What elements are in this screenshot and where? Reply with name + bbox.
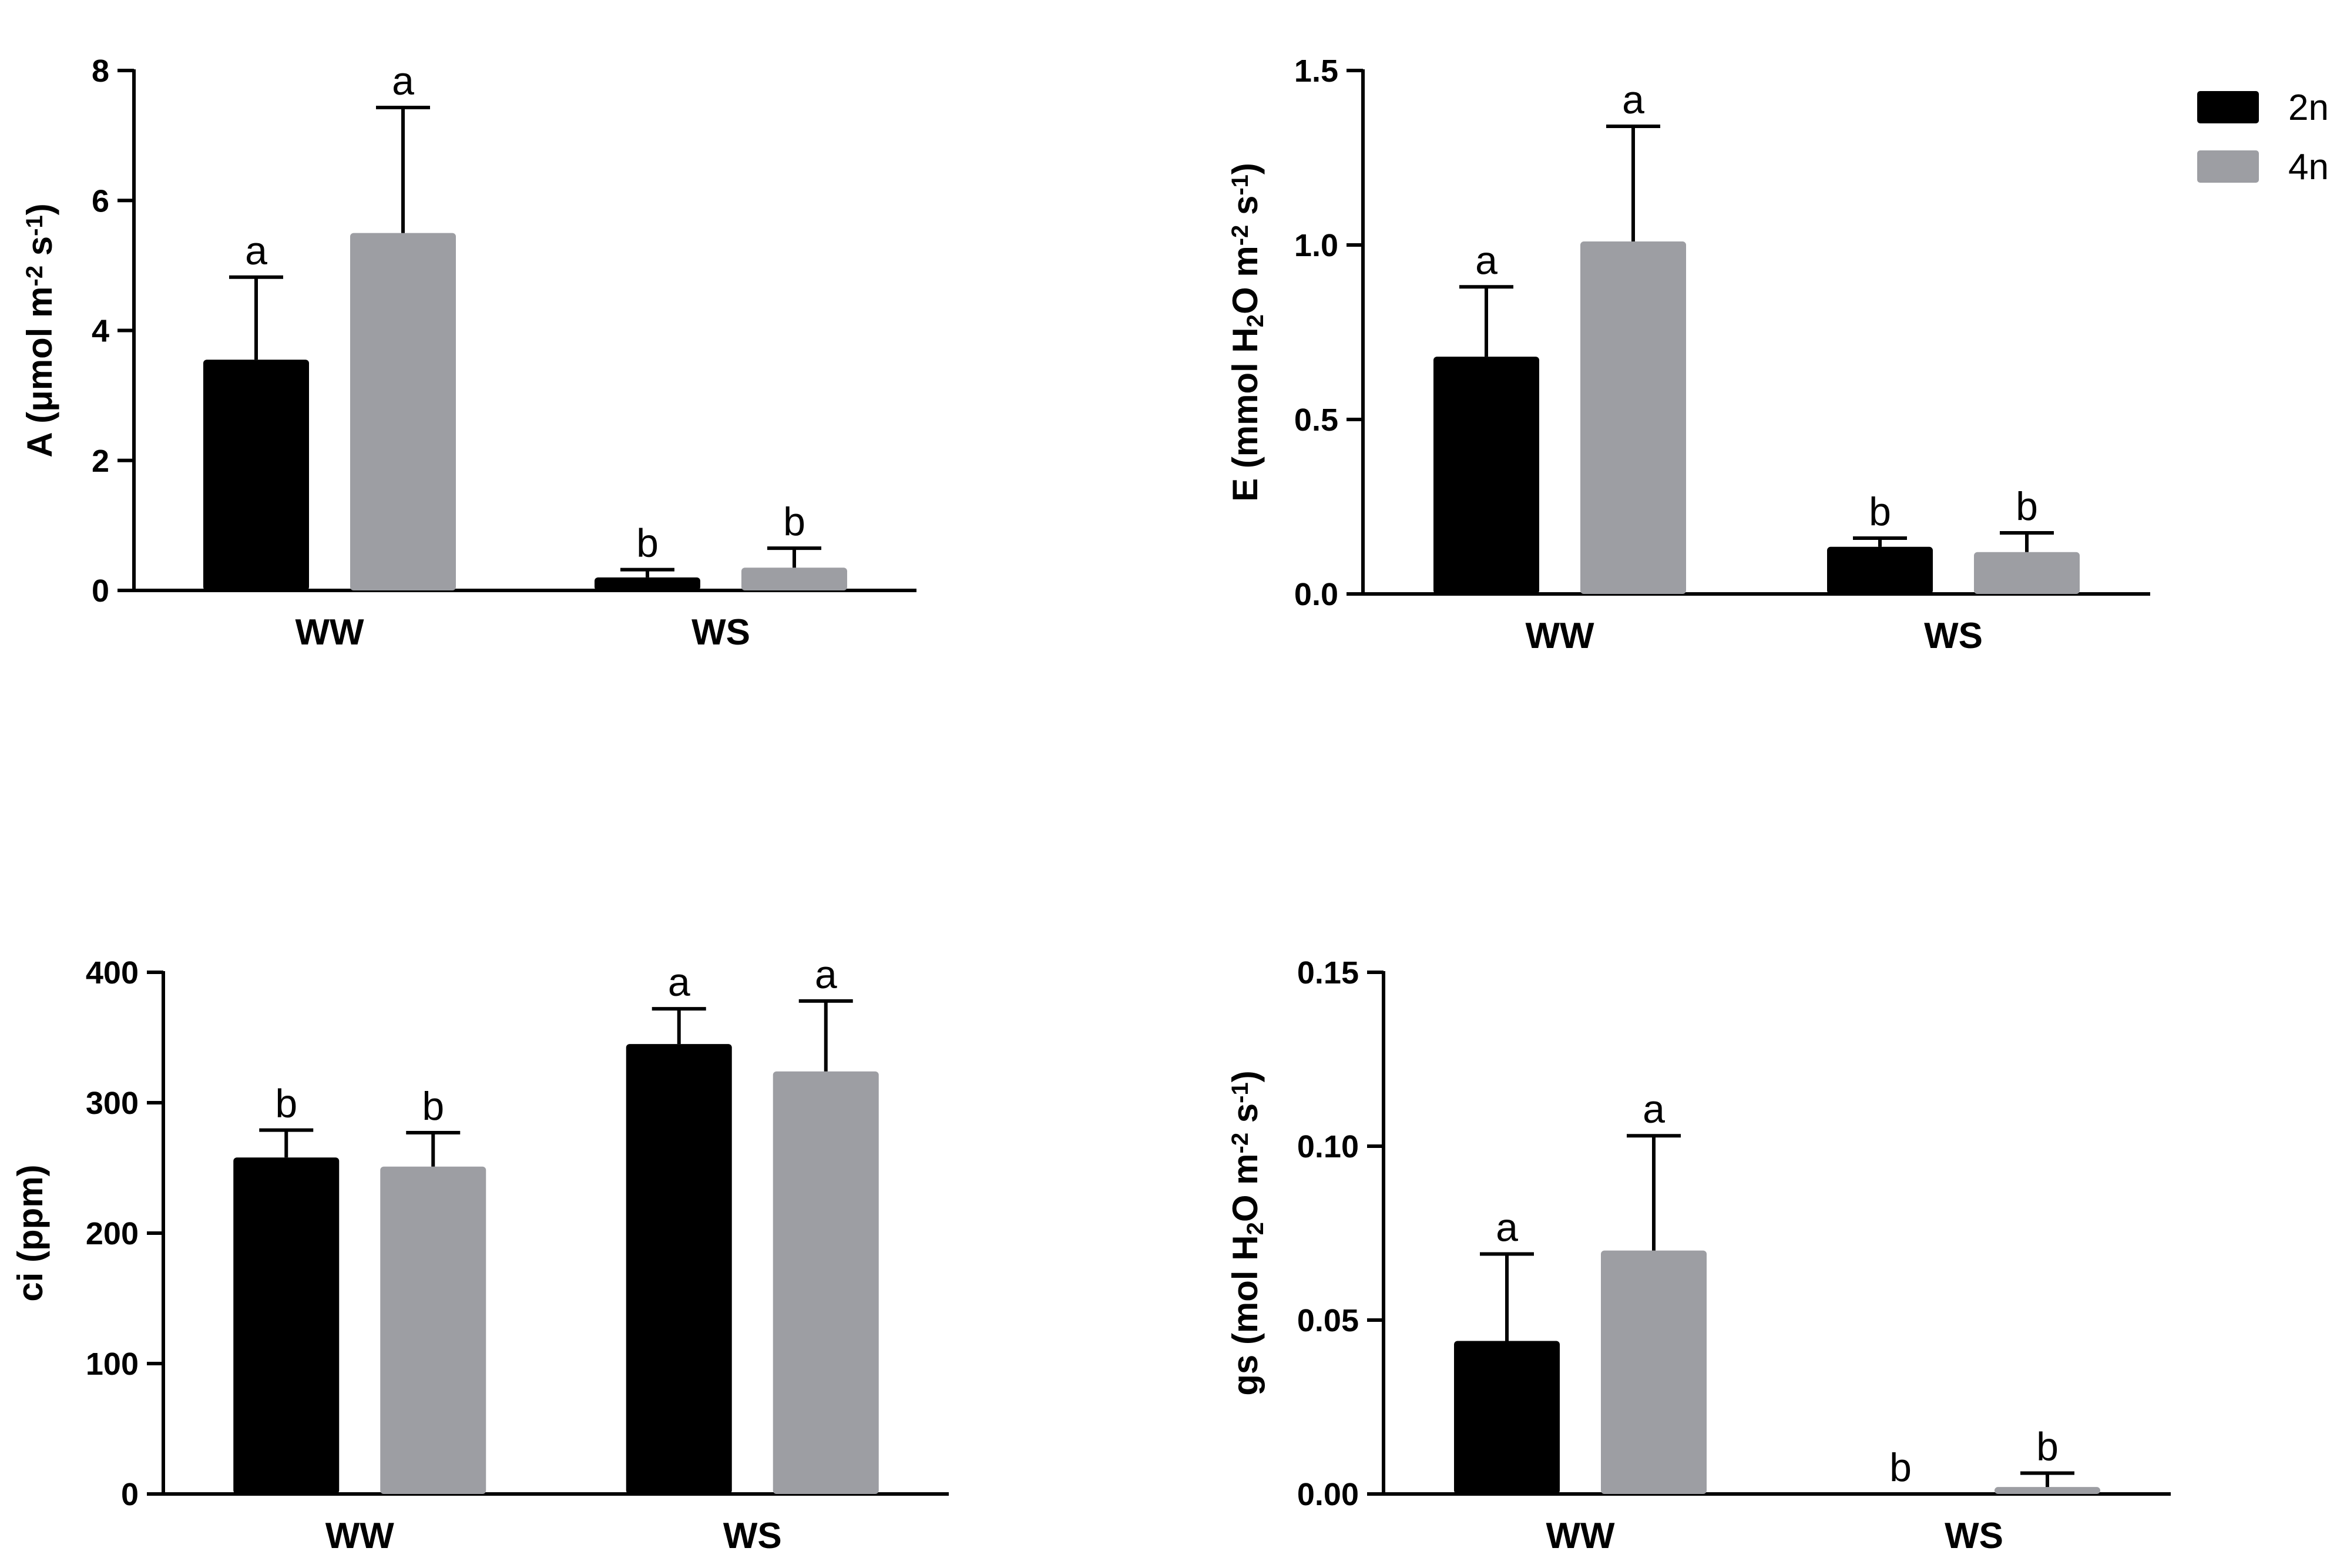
bar-2n-WS [626, 1044, 732, 1494]
panel-stomatal-conductance: 0.00 0.05 0.10 0.15 gs (mol H2O m-2 s-1) a a WW… [1225, 955, 2171, 1556]
y-tick-label: 0.5 [1294, 402, 1338, 438]
bar-4n-WW [1601, 1250, 1707, 1494]
sig-letter-4n-WW: b [422, 1084, 444, 1129]
bar-2n-WW [1454, 1341, 1560, 1494]
y-tick-label: 200 [86, 1216, 139, 1251]
sig-letter-4n-WS: b [2016, 484, 2038, 529]
y-tick-label: 1.0 [1294, 228, 1338, 263]
y-tick-label: 4 [92, 314, 109, 349]
y-tick-label: 1.5 [1294, 53, 1338, 89]
bar-4n-WW [1580, 241, 1686, 594]
panel-transpiration: 0.0 0.5 1.0 1.5 E (mmol H2O m-2 s-1) a a WW b b WS [1225, 53, 2150, 656]
panel-intercellular-co2: 0 100 200 300 400 ci (ppm) b b WW a a WS [11, 952, 949, 1556]
sig-letter-4n-WS: b [2036, 1424, 2059, 1469]
sig-letter-2n-WS: a [668, 960, 690, 1005]
sig-letter-4n-WW: a [1643, 1087, 1665, 1131]
y-tick-label: 0.05 [1297, 1303, 1359, 1338]
bar-4n-WW [350, 233, 456, 590]
x-tick-label-WW: WW [1525, 616, 1594, 656]
y-tick-label: 300 [86, 1086, 139, 1121]
y-tick-label: 0.10 [1297, 1129, 1359, 1164]
legend-label-4n: 4n [2288, 147, 2329, 187]
x-tick-label-WS: WS [1924, 616, 1983, 656]
y-axis-title: gs (mol H2O m-2 s-1) [1225, 1070, 1268, 1395]
legend-swatch-4n [2197, 150, 2259, 183]
bar-4n-WS [1995, 1487, 2100, 1494]
bar-2n-WW [1433, 357, 1539, 594]
sig-letter-4n-WW: a [1622, 78, 1644, 122]
bar-4n-WS [1974, 552, 2080, 594]
y-axis-title: A (μmol m-2 s-1) [20, 203, 59, 457]
x-tick-label-WS: WS [691, 612, 750, 653]
legend-swatch-2n [2197, 91, 2259, 123]
panel-net-photosynthesis: 0 2 4 6 8 A (μmol m-2 s-1) a a WW b b WS [20, 53, 916, 653]
sig-letter-2n-WW: b [275, 1082, 297, 1126]
legend-label-2n: 2n [2288, 88, 2329, 128]
sig-letter-2n-WW: a [245, 229, 267, 273]
bar-2n-WS [595, 577, 700, 590]
sig-letter-2n-WW: a [1475, 238, 1497, 283]
y-tick-label: 0.00 [1297, 1477, 1359, 1512]
y-tick-label: 0 [121, 1477, 139, 1512]
sig-letter-4n-WW: a [392, 59, 414, 103]
y-tick-label: 2 [92, 444, 109, 479]
y-tick-label: 0.0 [1294, 577, 1338, 612]
sig-letter-2n-WW: a [1496, 1206, 1518, 1250]
sig-letter-2n-WS: b [636, 521, 659, 566]
x-tick-label-WS: WS [723, 1516, 782, 1556]
bar-2n-WW [233, 1157, 340, 1494]
sig-letter-4n-WS: a [815, 952, 837, 997]
y-axis-title: E (mmol H2O m-2 s-1) [1225, 163, 1268, 502]
x-tick-label-WW: WW [325, 1516, 395, 1556]
y-axis-title: ci (ppm) [11, 1164, 50, 1301]
x-tick-label-WW: WW [1546, 1516, 1615, 1556]
sig-letter-2n-WS: b [1889, 1445, 1912, 1490]
legend: 2n 4n [2197, 88, 2329, 187]
bar-4n-WW [380, 1166, 486, 1494]
y-tick-label: 6 [92, 183, 109, 219]
y-tick-label: 100 [86, 1347, 139, 1382]
x-tick-label-WS: WS [1945, 1516, 2003, 1556]
x-tick-label-WW: WW [295, 612, 364, 653]
y-tick-label: 0 [92, 573, 109, 609]
sig-letter-4n-WS: b [783, 499, 805, 544]
y-tick-label: 0.15 [1297, 955, 1359, 991]
bar-2n-WS [1827, 546, 1933, 594]
sig-letter-2n-WS: b [1869, 489, 1891, 534]
bar-4n-WS [741, 568, 847, 590]
bar-2n-WW [203, 360, 309, 590]
y-tick-label: 8 [92, 53, 109, 89]
bar-4n-WS [773, 1071, 879, 1494]
y-tick-label: 400 [86, 955, 139, 991]
